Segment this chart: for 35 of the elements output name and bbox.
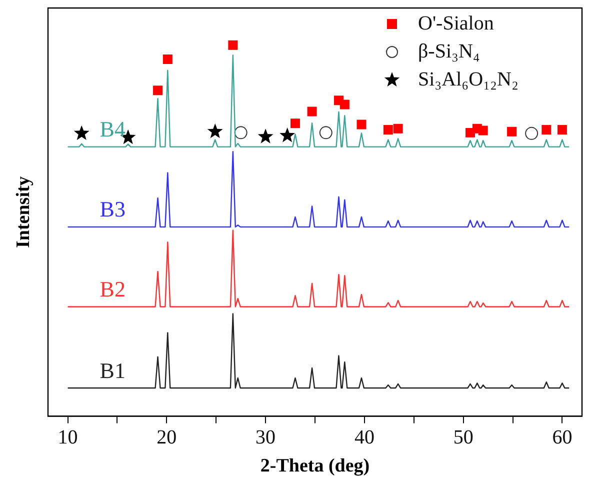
x-tick-label: 20 [156, 426, 177, 448]
point [280, 128, 296, 142]
series-label: B2 [100, 276, 126, 302]
point [207, 123, 223, 138]
y-axis-title: Intensity [12, 176, 34, 248]
x-tick-label: 10 [58, 426, 78, 448]
legend-label: Si₃Al₆O₁₂N₂ [418, 68, 518, 90]
series-label: B4 [100, 116, 126, 142]
point [525, 126, 538, 140]
x-axis-title: 2-Theta (deg) [260, 456, 370, 477]
point [383, 124, 393, 134]
point [290, 118, 300, 128]
x-tick-label: 40 [354, 426, 374, 448]
x-tick-label: 60 [552, 426, 572, 448]
legend-label: β-Si₃N₄ [418, 40, 480, 62]
point [542, 124, 552, 134]
point [393, 124, 403, 134]
point [507, 126, 517, 136]
series-label: B1 [100, 358, 126, 383]
point [258, 128, 274, 144]
point [356, 120, 366, 130]
legend-label: O'-Sialon [418, 12, 494, 34]
point [162, 54, 172, 64]
point [340, 100, 350, 110]
x-tick-label: 50 [453, 426, 474, 448]
point [228, 40, 238, 50]
series-label: B3 [100, 196, 126, 222]
point [74, 125, 90, 140]
point [153, 86, 163, 96]
point [478, 126, 488, 136]
point [319, 126, 332, 140]
point [307, 106, 317, 116]
point [234, 126, 248, 140]
x-tick-label: 30 [256, 426, 276, 448]
point [557, 124, 567, 134]
